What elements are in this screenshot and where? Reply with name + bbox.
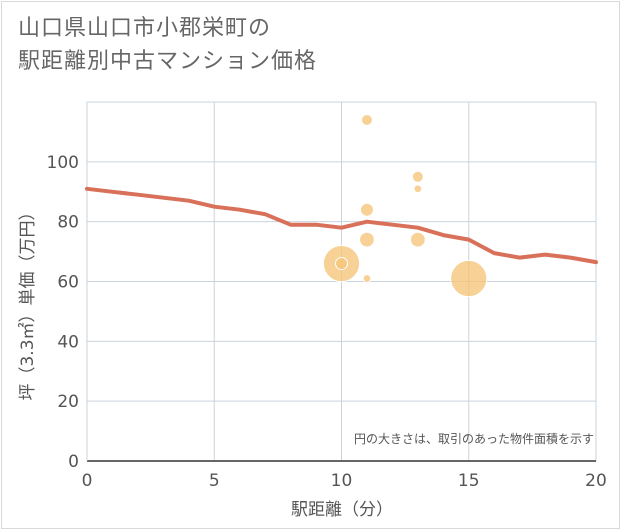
- y-tick-label: 20: [57, 392, 79, 412]
- tick-labels: 0 5 10 15 20 0 20 40 60 80 100: [47, 153, 607, 491]
- data-bubble: [334, 257, 349, 271]
- y-tick-label: 60: [57, 273, 79, 293]
- y-tick-label: 0: [68, 452, 79, 472]
- chart-title-line-2: 駅距離別中古マンション価格: [18, 49, 318, 74]
- x-tick-label: 0: [82, 471, 93, 491]
- data-bubble: [359, 231, 375, 248]
- x-tick-label: 10: [331, 471, 353, 491]
- data-bubble: [362, 274, 372, 283]
- x-tick-label: 20: [585, 471, 607, 491]
- y-tick-label: 40: [57, 332, 79, 352]
- x-axis-label: 駅距離（分）: [291, 500, 393, 520]
- data-bubble: [359, 202, 374, 217]
- data-bubble: [409, 231, 426, 248]
- data-bubble: [411, 170, 424, 183]
- x-tick-label: 15: [458, 471, 480, 491]
- y-tick-label: 80: [57, 213, 79, 233]
- chart-title-line-1: 山口県山口市小郡栄町の: [18, 16, 272, 41]
- bubble-layer: [322, 113, 488, 298]
- x-tick-label: 5: [209, 471, 220, 491]
- y-tick-label: 100: [47, 153, 79, 173]
- trend-line: [85, 186, 598, 265]
- y-axis-label: 坪（3.3㎡）単価（万円）: [18, 203, 38, 400]
- data-bubble: [450, 259, 488, 298]
- trend-line-layer: [85, 186, 598, 265]
- chart-title: 山口県山口市小郡栄町の 駅距離別中古マンション価格: [18, 12, 317, 78]
- data-bubble: [360, 113, 373, 126]
- data-bubble: [413, 184, 423, 194]
- chart-note: 円の大きさは、取引のあった物件面積を示す: [354, 431, 594, 446]
